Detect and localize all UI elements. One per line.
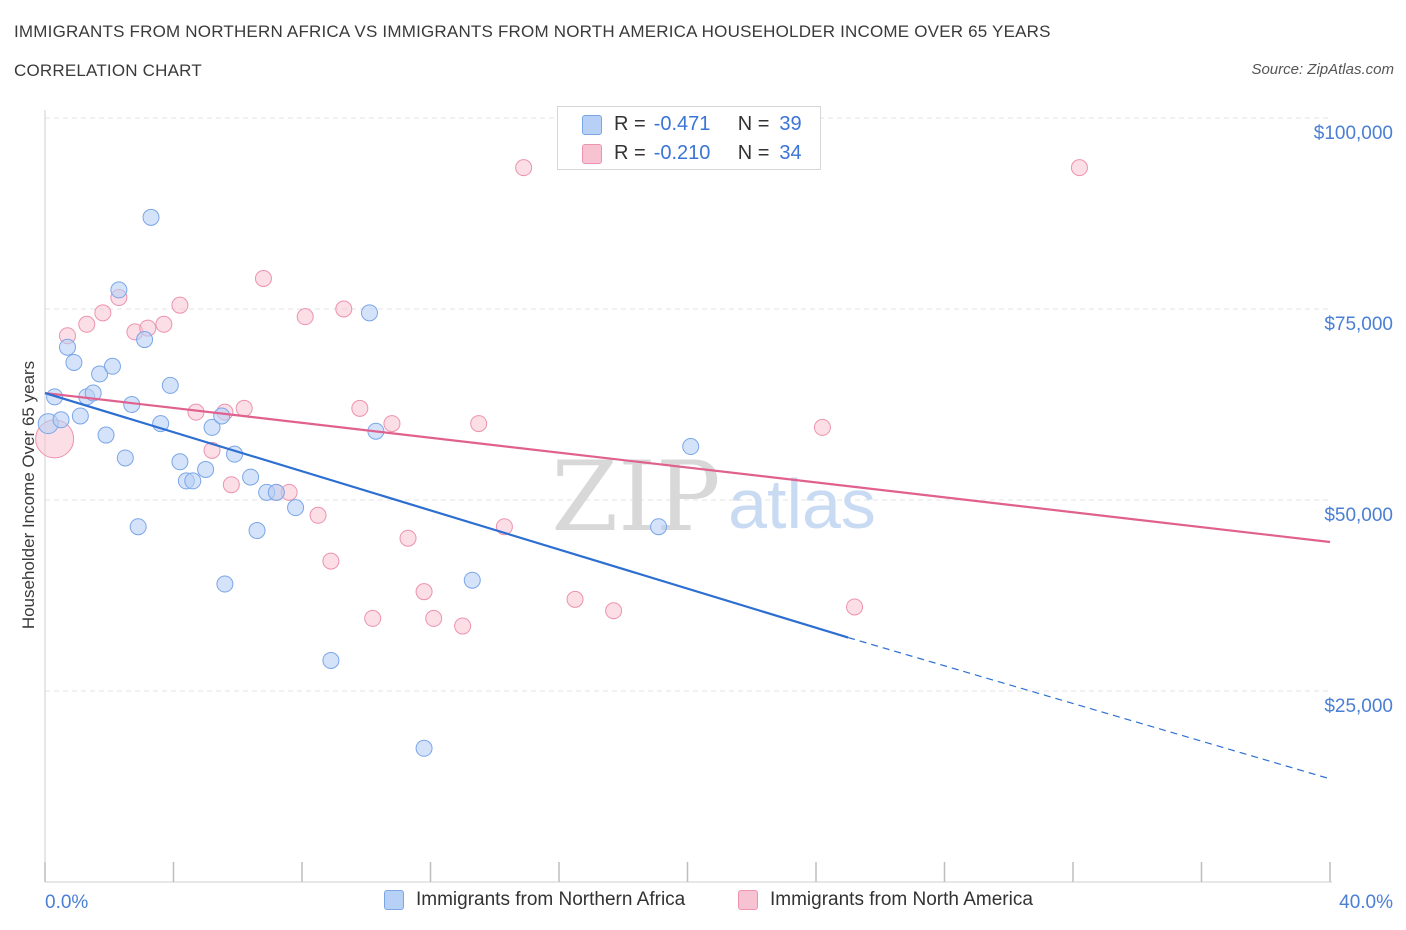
stats-row-series2: R = -0.210 N = 34 [582, 142, 802, 165]
stats-legend: R = -0.471 N = 39 R = -0.210 N = 34 [557, 106, 821, 170]
stats-n-label: N = [737, 113, 770, 135]
data-point-north-america [399, 529, 417, 547]
data-point-north-america [566, 590, 584, 608]
watermark: ZIP atlas [551, 441, 876, 553]
watermark-atlas: atlas [728, 465, 876, 543]
data-point-northern-africa [110, 281, 128, 299]
legend-item-north-america[interactable]: Immigrants from North America [738, 889, 1033, 911]
data-point-north-america [383, 415, 401, 433]
trend-lines [44, 391, 1331, 780]
y-tick-label: $75,000 [1324, 314, 1393, 335]
data-point-north-america [309, 506, 327, 524]
stats-r-label: R = [614, 142, 646, 164]
data-point-north-america [335, 300, 353, 318]
stats-n-value: 34 [779, 142, 802, 164]
data-point-north-america [155, 315, 173, 333]
legend-item-northern-africa[interactable]: Immigrants from Northern Africa [384, 889, 685, 911]
data-point-north-america [171, 296, 189, 314]
data-point-north-america [425, 609, 443, 627]
data-point-northern-africa [84, 384, 102, 402]
tick-labels: $25,000 $50,000 $75,000 $100,000 0.0% 40.0% [45, 123, 1393, 913]
data-point-north-america [813, 418, 831, 436]
source-label: Source: ZipAtlas.com [1251, 61, 1394, 78]
data-point-northern-africa [248, 522, 266, 540]
x-tick-label: 0.0% [45, 892, 88, 913]
data-point-north-america [203, 441, 221, 459]
data-point-northern-africa [197, 460, 215, 478]
series-northern-africa-points [37, 208, 700, 757]
data-point-north-america [364, 609, 382, 627]
data-point-northern-africa [203, 418, 221, 436]
data-point-north-america [415, 583, 433, 601]
data-point-northern-africa [360, 304, 378, 322]
data-point-northern-africa [242, 468, 260, 486]
trend-line-northern-africa-extrapolated [847, 636, 1331, 780]
data-point-northern-africa [213, 407, 231, 425]
y-tick-label: $50,000 [1324, 505, 1393, 526]
data-point-northern-africa [650, 518, 668, 536]
stats-r-value: -0.471 [653, 113, 711, 135]
data-point-north-america [235, 399, 253, 417]
stats-n-label: N = [737, 142, 770, 164]
data-point-northern-africa [97, 426, 115, 444]
data-point-northern-africa [161, 376, 179, 394]
data-point-northern-africa [91, 365, 109, 383]
data-point-north-america [322, 552, 340, 570]
stats-r-value: -0.210 [653, 142, 711, 164]
data-point-north-america [222, 476, 240, 494]
data-point-north-america [254, 269, 272, 287]
data-point-northern-africa [322, 651, 340, 669]
data-point-northern-africa [463, 571, 481, 589]
data-point-northern-africa [65, 353, 83, 371]
data-point-north-america [94, 304, 112, 322]
stats-r-label: R = [614, 113, 646, 135]
y-tick-label: $25,000 [1324, 696, 1393, 717]
data-point-northern-africa [58, 338, 76, 356]
trend-line-northern-africa [44, 391, 849, 639]
legend-label-north-america: Immigrants from North America [770, 889, 1033, 910]
trend-line-north-america [44, 391, 1331, 544]
data-point-northern-africa [171, 453, 189, 471]
stats-swatch-series2 [582, 143, 602, 164]
data-point-north-america [470, 415, 488, 433]
data-point-north-america [846, 598, 864, 616]
data-point-northern-africa [415, 739, 433, 757]
series-north-america-points [35, 159, 1088, 635]
data-point-northern-africa [142, 208, 160, 226]
legend-swatch-northern-africa [384, 890, 404, 910]
legend-swatch-north-america [738, 890, 758, 910]
data-point-north-america [1070, 159, 1088, 177]
data-point-north-america [605, 602, 623, 620]
y-axis-label: Householder Income Over 65 years [19, 361, 38, 629]
chart-subtitle: CORRELATION CHART [14, 61, 202, 80]
data-point-northern-africa [287, 499, 305, 517]
stats-swatch-series1 [582, 114, 602, 135]
data-point-northern-africa [184, 472, 202, 490]
data-point-northern-africa [116, 449, 134, 467]
x-tick-label: 40.0% [1339, 892, 1393, 913]
data-point-north-america [351, 399, 369, 417]
data-point-northern-africa [71, 407, 89, 425]
stats-n-value: 39 [779, 113, 802, 135]
data-point-northern-africa [216, 575, 234, 593]
data-point-north-america [78, 315, 96, 333]
data-point-northern-africa [103, 357, 121, 375]
data-point-northern-africa [52, 411, 70, 429]
data-point-northern-africa [129, 518, 147, 536]
watermark-zip: ZIP [551, 441, 720, 553]
y-tick-label: $100,000 [1314, 123, 1393, 144]
data-point-north-america [296, 308, 314, 326]
data-point-north-america [515, 159, 533, 177]
data-point-north-america [454, 617, 472, 635]
chart-title: IMMIGRANTS FROM NORTHERN AFRICA VS IMMIG… [14, 22, 1051, 41]
axes [44, 110, 1332, 883]
stats-row-series1: R = -0.471 N = 39 [582, 113, 802, 136]
data-point-northern-africa [136, 331, 154, 349]
data-point-northern-africa [682, 438, 700, 456]
legend-label-northern-africa: Immigrants from Northern Africa [416, 889, 686, 910]
data-point-northern-africa [267, 483, 285, 501]
